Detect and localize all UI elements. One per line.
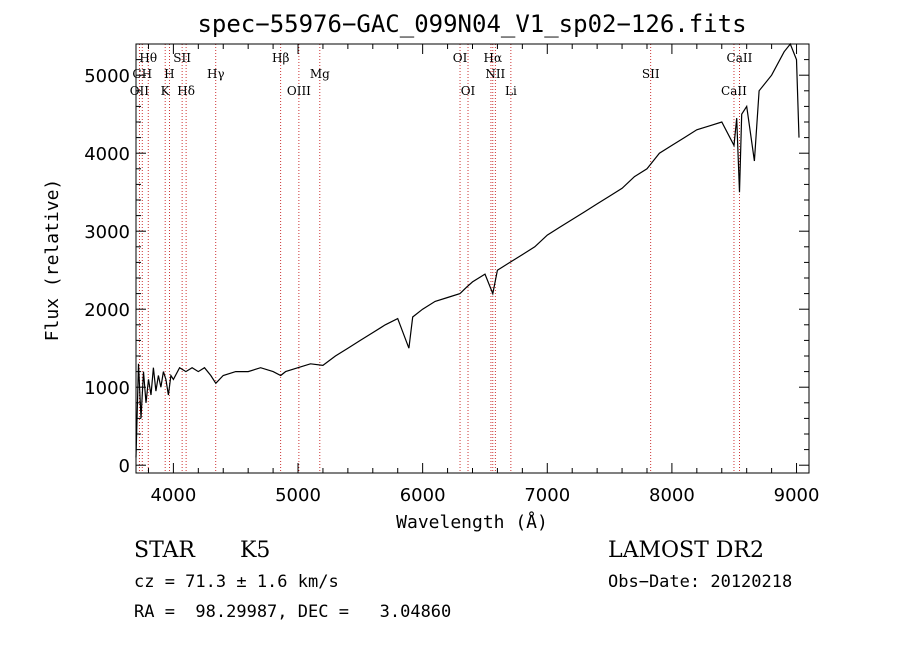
emission-line-label: OI <box>453 51 468 65</box>
y-tick-label: 3000 <box>84 222 130 243</box>
emission-line-label: CH <box>132 67 152 81</box>
x-tick-label: 6000 <box>400 485 446 506</box>
object-class: STAR <box>134 538 195 563</box>
y-tick-label: 0 <box>119 456 130 477</box>
emission-line-label: NII <box>485 67 505 81</box>
y-axis-ticks: 0 1000 2000 3000 4000 5000 <box>84 59 809 477</box>
emission-line-label: Mg <box>310 67 330 81</box>
coordinates-text: RA = 98.29987, DEC = 3.04860 <box>134 602 452 622</box>
emission-line-label: OI <box>461 84 476 98</box>
emission-line-markers <box>138 44 740 473</box>
redshift-text: cz = 71.3 ± 1.6 km/s <box>134 572 339 592</box>
spectrum-line <box>135 42 800 458</box>
emission-line-label: Li <box>505 84 517 98</box>
y-tick-label: 2000 <box>84 300 130 321</box>
y-tick-label: 1000 <box>84 378 130 399</box>
emission-line-label: Hδ <box>177 84 195 98</box>
x-tick-label: 9000 <box>774 485 820 506</box>
y-axis-label: Flux (relative) <box>42 179 63 342</box>
x-tick-label: 8000 <box>649 485 695 506</box>
survey-label: LAMOST DR2 <box>608 538 764 563</box>
x-axis-ticks: 4000 5000 6000 7000 8000 9000 <box>147 44 820 506</box>
chart-title: spec−55976−GAC_099N04_V1_sp02−126.fits <box>197 10 746 38</box>
x-tick-label: 4000 <box>150 485 196 506</box>
x-axis-label: Wavelength (Å) <box>396 511 548 533</box>
y-tick-label: 4000 <box>84 144 130 165</box>
emission-line-label: H <box>164 67 174 81</box>
emission-line-label: Hθ <box>139 51 157 65</box>
emission-line-label: Hγ <box>207 67 225 81</box>
plot-frame <box>135 43 810 474</box>
x-tick-label: 5000 <box>275 485 321 506</box>
emission-line-label: Hβ <box>272 51 289 65</box>
emission-line-label: CaII <box>721 84 747 98</box>
emission-line-label: CaII <box>727 51 753 65</box>
y-tick-label: 5000 <box>84 66 130 87</box>
obs-date-text: Obs−Date: 20120218 <box>608 572 793 592</box>
emission-line-label: SII <box>173 51 191 65</box>
object-subclass: K5 <box>240 538 271 563</box>
emission-line-label: K <box>161 84 171 98</box>
emission-line-label: SII <box>642 67 660 81</box>
emission-line-label: Hα <box>484 51 503 65</box>
x-tick-label: 7000 <box>524 485 570 506</box>
emission-line-label: OIII <box>287 84 311 98</box>
